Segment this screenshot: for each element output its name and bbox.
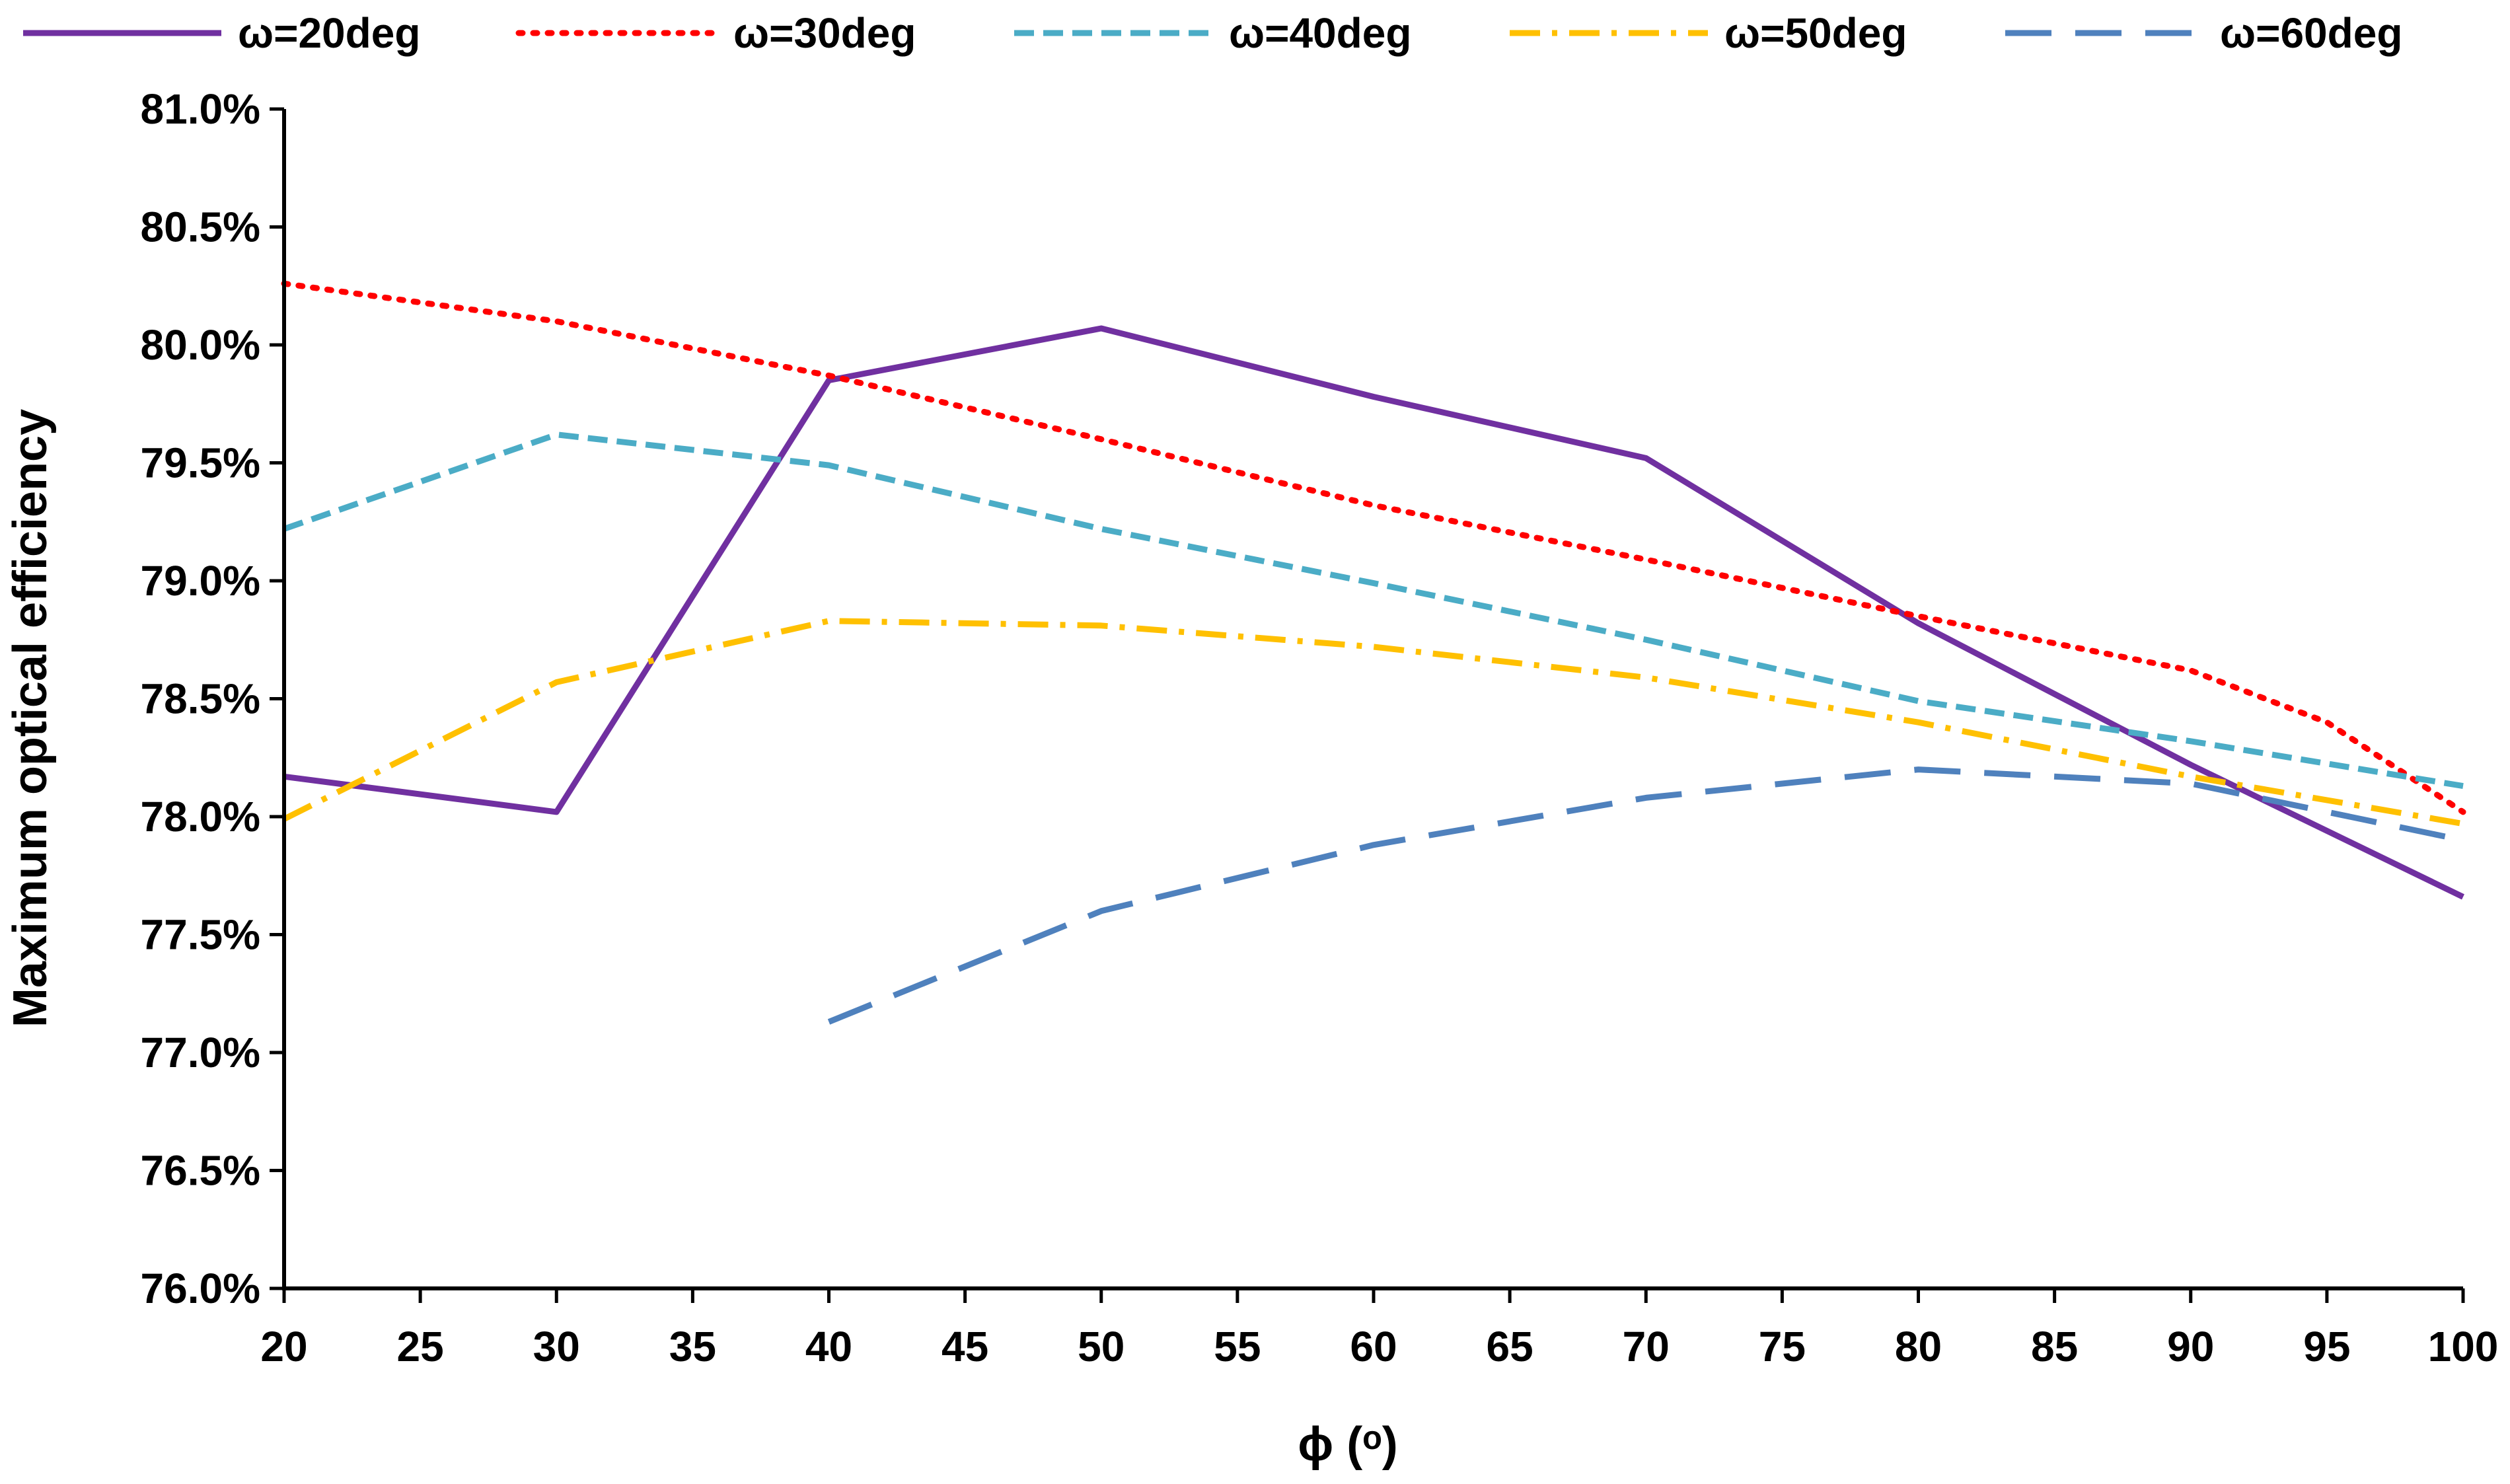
plot-area [281, 280, 2466, 1025]
y-tick-label: 79.0% [141, 557, 260, 605]
series-line-4 [282, 618, 2464, 827]
x-tick-label: 90 [2167, 1323, 2214, 1370]
x-tick-label: 25 [397, 1323, 444, 1370]
chart-legend: ω=20deg ω=30deg ω=40deg ω=50deg ω=60deg [23, 9, 2402, 57]
x-tick-label: 35 [669, 1323, 716, 1370]
x-tick-label: 55 [1214, 1323, 1261, 1370]
x-tick-label: 75 [1759, 1323, 1806, 1370]
y-tick-label: 78.5% [141, 675, 260, 723]
series-line-3 [283, 431, 2464, 790]
chart-axes: 76.0% 76.5% 77.0% 77.5% 78.0% 78.5% 79.0% 79.5%… [141, 85, 2499, 1370]
x-tick-label: 80 [1895, 1323, 1942, 1370]
y-tick-label: 81.0% [141, 85, 260, 133]
y-tick-label: 80.0% [141, 321, 260, 369]
legend-label-4: ω=50deg [1724, 9, 1907, 57]
y-tick-label: 76.5% [141, 1147, 260, 1195]
x-tick-label: 95 [2303, 1323, 2350, 1370]
series-line-2 [281, 280, 2466, 815]
x-tick-label: 60 [1350, 1323, 1397, 1370]
x-tick-label: 45 [941, 1323, 988, 1370]
y-tick-label: 78.0% [141, 793, 260, 840]
y-axis-label: Maximum optical efficiency [4, 409, 57, 1027]
legend-label-3: ω=40deg [1229, 9, 1411, 57]
series-line-1 [283, 325, 2464, 900]
x-tick-label: 50 [1078, 1323, 1125, 1370]
x-tick-label: 30 [533, 1323, 580, 1370]
y-tick-label: 77.5% [141, 911, 260, 959]
x-tick-label: 85 [2031, 1323, 2078, 1370]
legend-label-2: ω=30deg [733, 9, 916, 57]
y-tick-label: 80.5% [141, 204, 260, 251]
y-tick-label: 76.0% [141, 1265, 260, 1312]
x-tick-label: 100 [2428, 1323, 2499, 1370]
legend-label-5: ω=60deg [2220, 9, 2402, 57]
y-tick-label: 77.0% [141, 1029, 260, 1076]
x-tick-label: 20 [260, 1323, 307, 1370]
y-tick-label: 79.5% [141, 439, 260, 487]
x-tick-label: 65 [1487, 1323, 1533, 1370]
legend-label-1: ω=20deg [238, 9, 420, 57]
x-tick-label: 70 [1623, 1323, 1670, 1370]
series-line-5 [827, 766, 2464, 1025]
x-tick-label: 40 [805, 1323, 852, 1370]
x-axis-label: ϕ (ᵒ) [1298, 1418, 1397, 1471]
